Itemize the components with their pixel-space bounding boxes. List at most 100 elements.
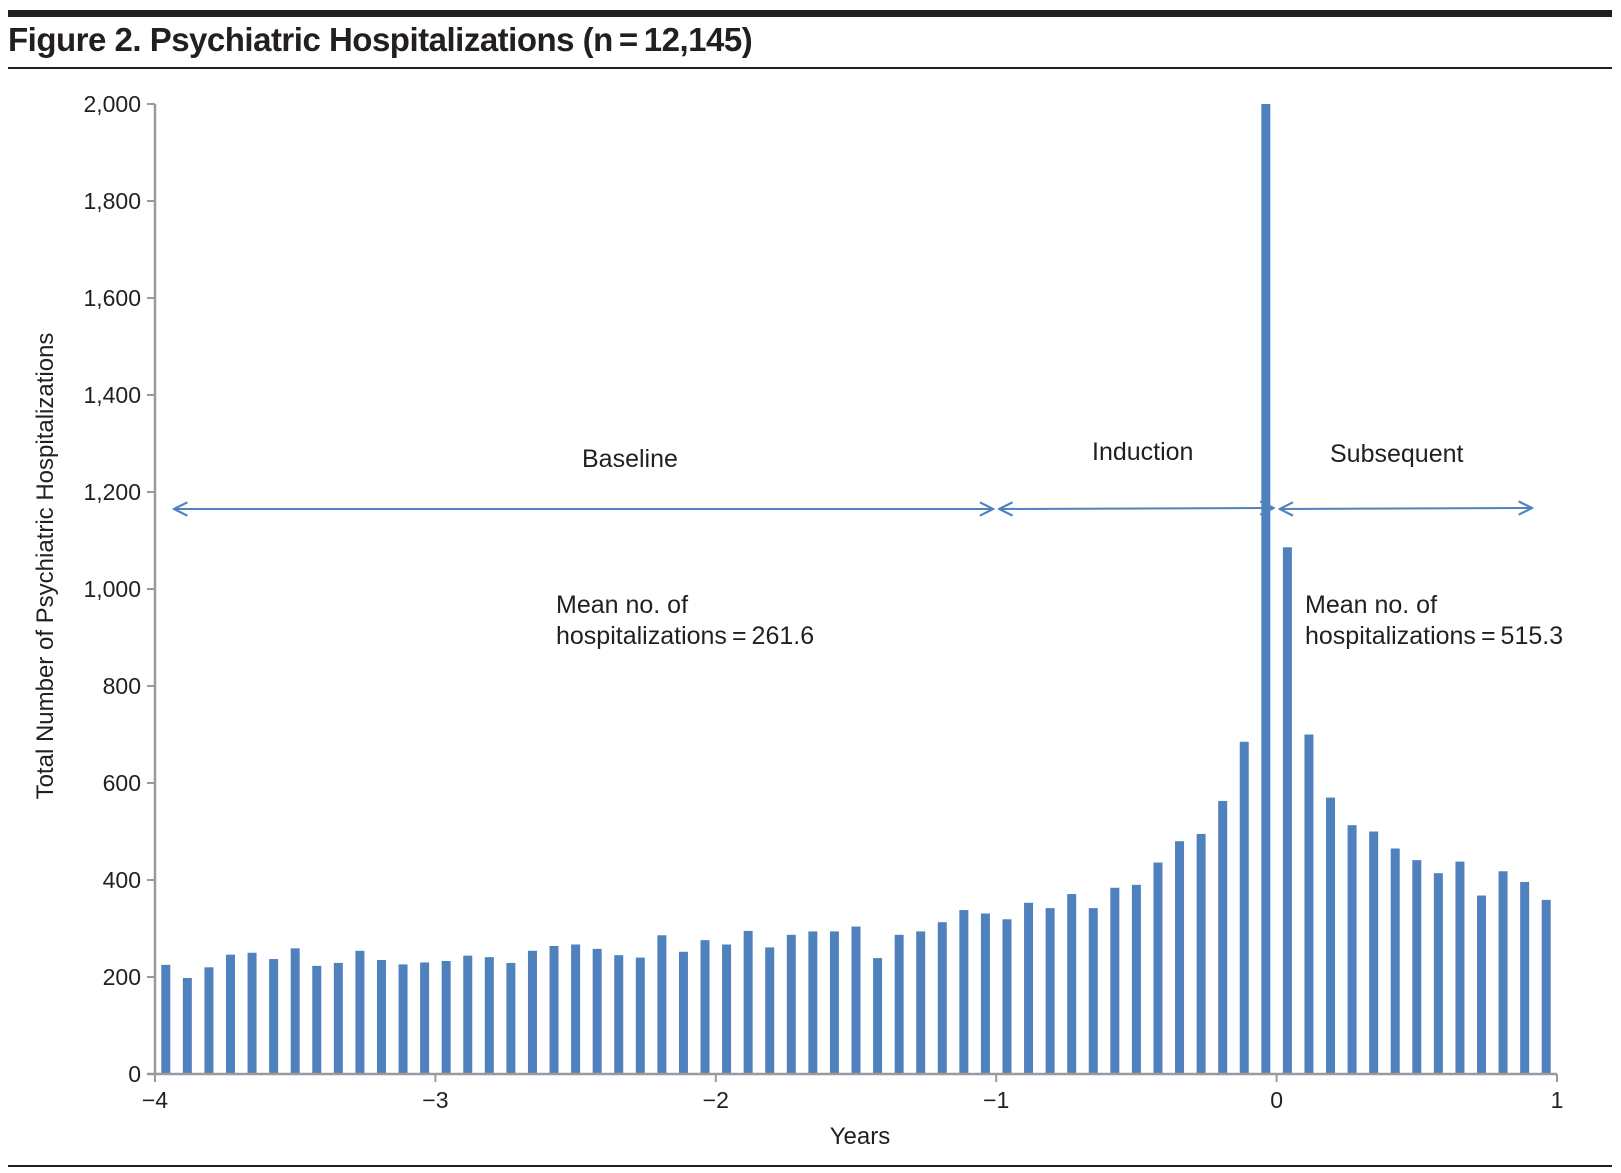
- y-tick-label: 1,800: [83, 188, 141, 214]
- bar: [592, 948, 602, 1074]
- bar: [635, 957, 645, 1074]
- bar: [722, 944, 732, 1074]
- x-tick-label: −1: [983, 1087, 1009, 1113]
- bar: [937, 922, 947, 1074]
- x-tick-label: 1: [1551, 1087, 1564, 1113]
- figure-title: Figure 2. Psychiatric Hospitalizations (…: [8, 21, 753, 58]
- bar: [1455, 861, 1465, 1074]
- bar: [484, 957, 494, 1074]
- baseline-mean-line2: hospitalizations = 261.6: [556, 622, 814, 650]
- y-axis-title: Total Number of Psychiatric Hospitalizat…: [32, 333, 59, 800]
- baseline-mean-line1: Mean no. of: [556, 591, 688, 619]
- bar: [376, 960, 386, 1074]
- bottom-rule: [8, 1165, 1612, 1167]
- bar: [420, 962, 430, 1074]
- bar: [1304, 734, 1314, 1074]
- bar: [1369, 831, 1379, 1074]
- bar: [1218, 800, 1228, 1074]
- bar: [398, 964, 408, 1074]
- bar: [980, 913, 990, 1074]
- bar: [657, 935, 667, 1074]
- bar: [441, 961, 451, 1074]
- top-rule: [8, 10, 1612, 17]
- period-arrow-subsequent: [1280, 508, 1532, 509]
- period-label-baseline: Baseline: [582, 445, 678, 473]
- y-axis-ticks: 0 200 400 600 800 1,000 1,200 1,400 1,600 1,800 2,…: [83, 91, 155, 1087]
- subsequent-mean-line1: Mean no. of: [1305, 591, 1437, 619]
- y-tick-label: 400: [103, 867, 141, 893]
- y-tick-label: 2,000: [83, 91, 141, 117]
- bar: [1024, 902, 1034, 1074]
- x-tick-label: −3: [422, 1087, 448, 1113]
- y-tick-label: 1,200: [83, 479, 141, 505]
- bar: [1045, 908, 1055, 1074]
- bar: [1326, 797, 1336, 1074]
- bar: [1153, 862, 1163, 1074]
- bar: [290, 948, 300, 1074]
- bar: [161, 964, 171, 1075]
- bar: [247, 952, 257, 1074]
- bar: [808, 931, 818, 1074]
- bar: [269, 959, 279, 1074]
- period-arrows: [174, 508, 1532, 509]
- bar: [1067, 894, 1077, 1074]
- bar: [1433, 873, 1443, 1074]
- subsequent-mean-line2: hospitalizations = 515.3: [1305, 622, 1563, 650]
- bar: [1131, 884, 1141, 1074]
- y-tick-label: 1,400: [83, 382, 141, 408]
- y-tick-label: 1,000: [83, 576, 141, 602]
- bar: [1175, 841, 1185, 1074]
- bar: [1541, 899, 1551, 1074]
- bar: [1261, 104, 1271, 1074]
- x-tick-label: −4: [142, 1087, 168, 1113]
- x-axis-title: Years: [830, 1123, 891, 1150]
- bar: [549, 945, 559, 1074]
- bar: [743, 930, 753, 1074]
- bar: [1088, 908, 1098, 1074]
- bar: [1002, 919, 1012, 1074]
- bar: [463, 955, 473, 1074]
- bar: [916, 931, 926, 1074]
- bar: [1239, 741, 1249, 1074]
- bar: [571, 944, 581, 1074]
- bar: [1390, 848, 1400, 1074]
- bar: [1110, 887, 1120, 1074]
- bar: [1282, 547, 1292, 1074]
- y-tick-label: 800: [103, 673, 141, 699]
- bar: [1347, 825, 1357, 1074]
- bar: [700, 940, 710, 1074]
- bar: [894, 934, 904, 1074]
- bar: [786, 934, 796, 1074]
- bar: [851, 926, 861, 1074]
- bar: [204, 967, 214, 1074]
- bar: [1520, 881, 1530, 1074]
- bar: [333, 962, 343, 1074]
- bar: [182, 977, 192, 1074]
- bars-group: [161, 104, 1551, 1075]
- y-tick-label: 600: [103, 770, 141, 796]
- bar: [1477, 895, 1487, 1074]
- bar: [312, 965, 322, 1074]
- bar: [1196, 833, 1206, 1074]
- bar: [355, 950, 365, 1074]
- bar: [829, 931, 839, 1074]
- bar: [678, 951, 688, 1074]
- y-tick-label: 1,600: [83, 285, 141, 311]
- bar: [765, 947, 775, 1074]
- x-tick-label: −2: [703, 1087, 729, 1113]
- y-tick-label: 0: [128, 1061, 141, 1087]
- title-rule: [8, 67, 1612, 69]
- period-label-subsequent: Subsequent: [1330, 440, 1464, 468]
- bar: [506, 962, 516, 1074]
- bar: [873, 958, 883, 1074]
- bar: [614, 955, 624, 1074]
- period-label-induction: Induction: [1092, 438, 1193, 466]
- bar: [959, 910, 969, 1074]
- x-tick-label: 0: [1270, 1087, 1283, 1113]
- bar: [1412, 860, 1422, 1074]
- x-axis-ticks: −4 −3 −2 −1 0 1: [142, 1074, 1564, 1113]
- bar: [1498, 871, 1508, 1074]
- period-arrow-induction: [999, 508, 1273, 509]
- bar: [225, 954, 235, 1074]
